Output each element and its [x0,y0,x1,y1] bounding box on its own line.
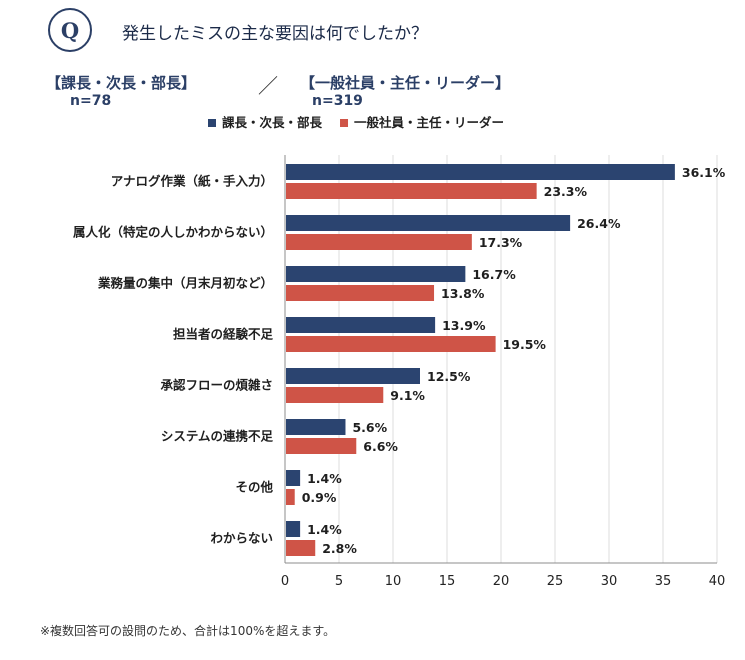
legend-label-1: 一般社員・主任・リーダー [354,115,504,130]
bar-managers [286,266,466,282]
bar-staff [286,183,537,199]
bar-staff [286,489,295,505]
data-label: 0.9% [302,490,337,505]
footnote: ※複数回答可の設問のため、合計は100%を超えます。 [40,624,336,638]
x-tick-label: 15 [439,574,456,589]
data-label: 5.6% [352,420,387,435]
data-label: 12.5% [427,369,471,384]
bar-managers [286,368,420,384]
group-separator: ／ [258,74,278,98]
x-tick-label: 0 [281,574,289,589]
bar-managers [286,419,346,435]
legend-label-0: 課長・次長・部長 [222,115,323,130]
x-tick-label: 5 [335,574,343,589]
data-label: 13.8% [441,286,485,301]
bar-chart: 課長・次長・部長 一般社員・主任・リーダー 0 5 10 15 20 25 30 35 40 アナログ… [73,115,726,589]
group-label-staff: 【一般社員・主任・リーダー】 [300,74,511,92]
data-label: 16.7% [472,267,516,282]
bar-managers [286,317,436,333]
bar-managers [286,470,301,486]
data-label: 1.4% [307,522,342,537]
bar-staff [286,234,472,250]
bar-staff [286,285,435,301]
data-label: 13.9% [442,318,486,333]
x-tick-label: 10 [385,574,402,589]
category-label: 属人化（特定の人しかわからない） [73,225,273,240]
data-label: 9.1% [390,388,425,403]
bar-staff [286,387,384,403]
bar-managers [286,164,675,180]
data-label: 36.1% [682,165,726,180]
category-label: 担当者の経験不足 [173,327,274,342]
category-label: 業務量の集中（月末月初など） [97,276,273,291]
data-label: 2.8% [322,541,357,556]
x-tick-label: 35 [655,574,672,589]
question-badge: Q [48,8,92,52]
category-label: その他 [235,480,273,495]
x-tick-label: 30 [601,574,618,589]
x-tick-label: 25 [547,574,564,589]
bar-staff [286,336,496,352]
data-label: 23.3% [544,184,588,199]
question-text: 発生したミスの主な要因は何でしたか？ [122,24,428,44]
x-tick-label: 20 [493,574,510,589]
bar-managers [286,215,571,231]
category-label: アナログ作業（紙・手入力） [111,174,273,189]
bar-staff [286,438,357,454]
data-label: 17.3% [479,235,523,250]
group-label-managers: 【課長・次長・部長】 [46,74,197,92]
data-label: 1.4% [307,471,342,486]
category-label: システムの連携不足 [161,429,274,444]
category-label: 承認フローの煩雑さ [160,378,273,393]
sample-size-staff: n=319 [312,93,363,109]
bar-staff [286,540,316,556]
data-label: 26.4% [577,216,621,231]
legend-swatch-0 [208,119,216,127]
x-tick-label: 40 [709,574,726,589]
data-label: 6.6% [363,439,398,454]
legend-swatch-1 [340,119,349,127]
data-label: 19.5% [503,337,547,352]
bar-managers [286,521,301,537]
category-label: わからない [210,531,273,546]
sample-size-managers: n=78 [70,93,112,109]
